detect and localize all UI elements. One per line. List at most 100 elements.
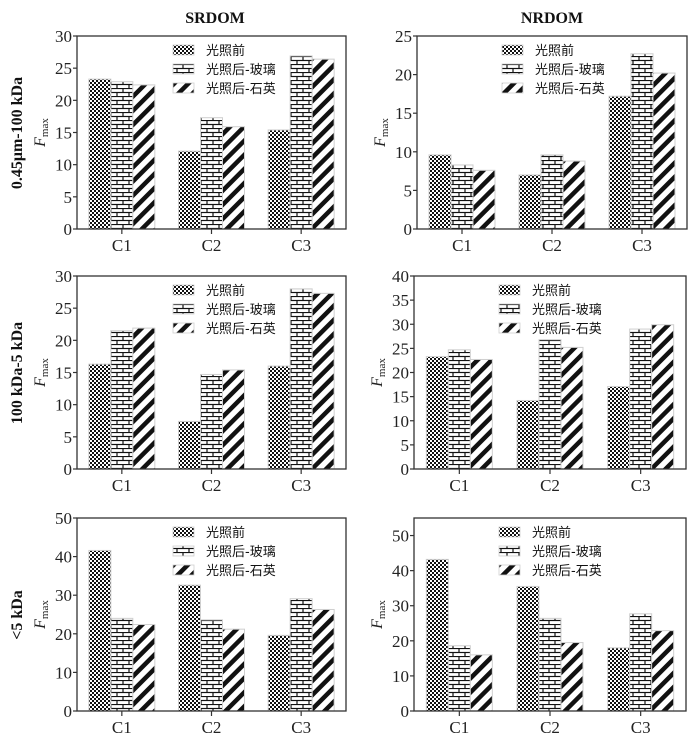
bar-C2-series-0: [518, 174, 542, 230]
legend-entry-0: 光照前: [535, 43, 574, 59]
bar-C3-series-2: [311, 58, 335, 230]
x-tick-label-C3: C3: [631, 718, 651, 737]
y-tick-label: 0: [401, 460, 410, 479]
bar-C3-series-0: [608, 95, 632, 230]
bar-C3-series-1: [289, 55, 313, 230]
x-tick-label-C3: C3: [291, 718, 311, 737]
bar-C3-series-1: [629, 613, 653, 712]
bar-C2-series-1: [200, 619, 223, 712]
legend-entry-2: 光照后-石英: [532, 564, 602, 579]
brick-pattern-icon: [172, 303, 195, 315]
x-tick-label-C2: C2: [540, 718, 560, 737]
bar-C3-series-0: [267, 634, 291, 712]
x-tick-label-C1: C1: [452, 236, 472, 255]
bar-C1-series-2: [469, 654, 493, 712]
bar-C1-series-2: [469, 358, 493, 470]
legend-entry-0: 光照前: [532, 525, 571, 541]
bar-C1-series-2: [132, 624, 156, 712]
y-tick-label: 5: [64, 188, 73, 207]
x-tick-label-C3: C3: [291, 476, 311, 495]
bar-C1-series-1: [450, 164, 474, 230]
brick-pattern-icon: [172, 63, 195, 75]
y-tick-label: 5: [404, 181, 413, 200]
bar-C3-series-0: [267, 129, 291, 230]
bar-C2-series-1: [538, 617, 562, 712]
y-axis-label: Fmax: [32, 118, 51, 148]
y-tick-label: 25: [392, 339, 409, 358]
y-tick-label: 10: [55, 663, 72, 682]
y-tick-label: 0: [404, 220, 413, 239]
checker-pattern-icon: [498, 526, 521, 538]
y-tick-label: 20: [55, 625, 72, 644]
x-tick-label-C3: C3: [631, 476, 651, 495]
y-tick-label: 0: [401, 702, 410, 721]
bar-C2-series-0: [178, 150, 201, 230]
y-tick-label: 30: [392, 597, 409, 616]
bar-C3-series-2: [652, 72, 676, 230]
column-title-srdom: SRDOM: [185, 10, 245, 27]
y-axis-label: Fmax: [369, 600, 388, 630]
checker-pattern-icon: [172, 44, 195, 56]
bar-C2-series-0: [516, 585, 540, 712]
bar-C3-series-2: [311, 608, 335, 712]
x-tick-label-C2: C2: [202, 476, 222, 495]
bar-C1-series-2: [132, 327, 156, 470]
y-tick-label: 15: [395, 104, 412, 123]
bar-C3-series-2: [651, 324, 675, 470]
bar-C1-series-1: [110, 81, 134, 230]
y-tick-label: 30: [55, 267, 72, 286]
y-tick-label: 25: [395, 27, 412, 46]
plot-frame: [76, 517, 347, 712]
x-tick-label-C1: C1: [112, 236, 132, 255]
brick-pattern-icon: [498, 303, 521, 315]
legend-entry-0: 光照前: [206, 283, 245, 299]
legend-entry-1: 光照后-玻璃: [532, 545, 602, 560]
diagonal-stripe-pattern-icon: [501, 82, 524, 94]
legend-entry-1: 光照后-玻璃: [206, 545, 276, 560]
y-axis-label: Fmax: [372, 118, 391, 148]
bar-C1-series-1: [447, 645, 471, 712]
x-tick-label-C2: C2: [540, 476, 560, 495]
bar-C3-series-2: [651, 630, 675, 712]
y-tick-label: 0: [64, 460, 73, 479]
plot-frame: [413, 517, 687, 712]
legend-entry-2: 光照后-石英: [535, 82, 605, 97]
x-tick-label-C3: C3: [291, 236, 311, 255]
panel-3: C1 C2 C3 0 5 10 15 20 25 30 35 40 Fmax 光照前光照后-玻璃光照后-石…: [369, 267, 687, 495]
plot-frame: [416, 35, 688, 230]
bar-C2-series-2: [222, 369, 245, 470]
y-tick-label: 25: [55, 299, 72, 318]
bar-C1-series-1: [447, 349, 471, 470]
y-tick-label: 30: [55, 586, 72, 605]
bar-C2-series-0: [178, 420, 201, 470]
y-tick-label: 30: [55, 27, 72, 46]
legend-entry-2: 光照后-石英: [206, 322, 276, 337]
bar-C1-series-0: [88, 363, 112, 470]
y-tick-label: 50: [55, 509, 72, 528]
x-tick-label-C1: C1: [112, 476, 132, 495]
legend-entry-0: 光照前: [532, 283, 571, 299]
bar-C1-series-0: [88, 78, 112, 230]
bar-C2-series-2: [222, 126, 245, 230]
y-tick-label: 10: [392, 412, 409, 431]
y-tick-label: 35: [392, 291, 409, 310]
bar-C2-series-2: [562, 160, 586, 230]
bar-C1-series-0: [428, 154, 452, 230]
bar-C1-series-2: [132, 84, 156, 230]
x-tick-label-C2: C2: [202, 236, 222, 255]
bar-C3-series-2: [311, 292, 335, 470]
row-label-1: 100 kDa-5 kDa: [9, 322, 26, 424]
bar-C3-series-0: [607, 647, 631, 712]
bar-C1-series-0: [425, 356, 449, 470]
x-tick-label-C2: C2: [542, 236, 562, 255]
diagonal-stripe-pattern-icon: [172, 564, 195, 576]
row-label-0: 0.45μm-100 kDa: [9, 77, 26, 189]
y-tick-label: 40: [392, 562, 409, 581]
y-tick-label: 15: [392, 388, 409, 407]
checker-pattern-icon: [172, 526, 195, 538]
bar-C3-series-1: [289, 288, 313, 470]
checker-pattern-icon: [501, 44, 524, 56]
